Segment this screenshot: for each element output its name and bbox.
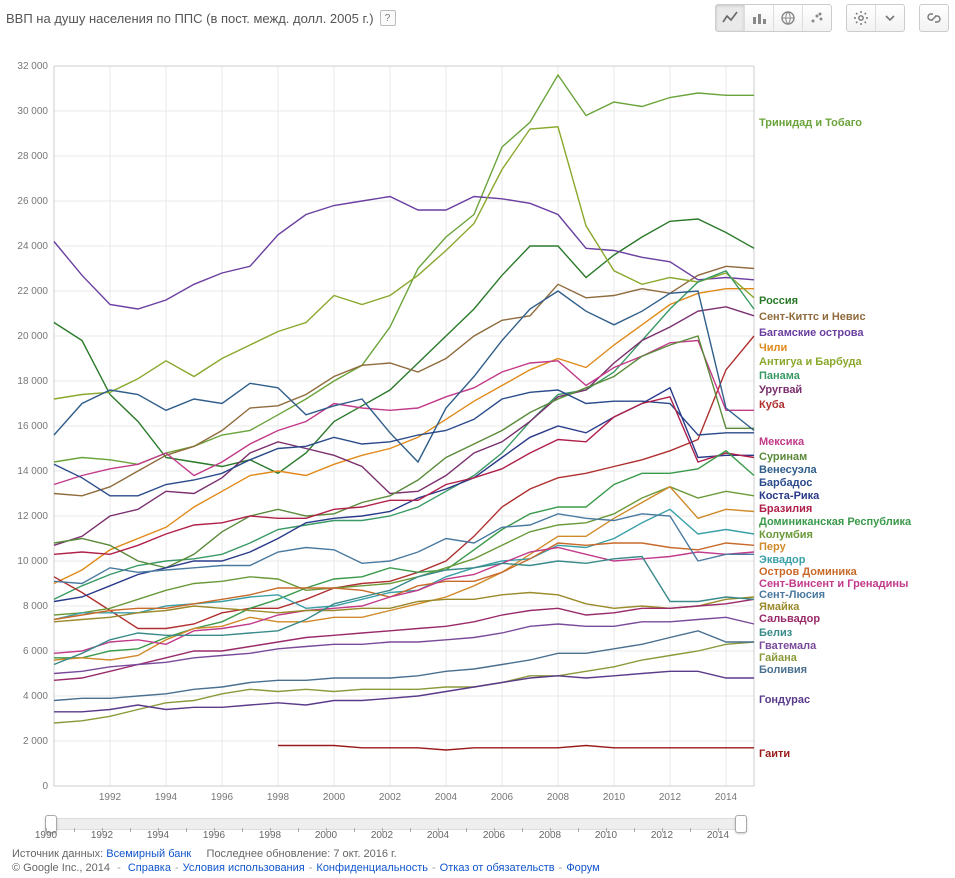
legend-item[interactable]: Гондурас [759, 694, 810, 706]
svg-text:14 000: 14 000 [17, 466, 48, 477]
legend-item[interactable]: Сальвадор [759, 613, 820, 625]
svg-text:2000: 2000 [323, 792, 346, 803]
legend-item[interactable]: Чили [759, 342, 787, 354]
svg-text:18 000: 18 000 [17, 376, 48, 387]
bar-chart-icon[interactable] [745, 5, 774, 31]
updated-label: Последнее обновление: [207, 848, 331, 860]
footer-link[interactable]: Конфиденциальность [316, 862, 428, 874]
legend-item[interactable]: Мексика [759, 436, 804, 448]
legend-item[interactable]: Россия [759, 295, 798, 307]
legend-item[interactable]: Белиз [759, 627, 792, 639]
svg-text:2010: 2010 [603, 792, 626, 803]
svg-text:8 000: 8 000 [23, 601, 48, 612]
svg-text:1994: 1994 [155, 792, 178, 803]
svg-text:2014: 2014 [715, 792, 738, 803]
legend-item[interactable]: Сент-Люсия [759, 589, 825, 601]
svg-text:10 000: 10 000 [17, 556, 48, 567]
svg-text:24 000: 24 000 [17, 241, 48, 252]
gear-icon[interactable] [847, 5, 876, 31]
svg-text:20 000: 20 000 [17, 331, 48, 342]
svg-text:22 000: 22 000 [17, 286, 48, 297]
footer-link[interactable]: Условия использования [183, 862, 305, 874]
legend-item[interactable]: Панама [759, 370, 800, 382]
svg-text:2008: 2008 [547, 792, 570, 803]
chart-title: ВВП на душу населения по ППС (в пост. ме… [6, 11, 374, 26]
svg-text:0: 0 [42, 781, 48, 792]
legend: Тринидад и Тобаго Россия Сент-Киттс и Неви… [759, 36, 949, 786]
legend-item[interactable]: Антигуа и Барбуда [759, 356, 862, 368]
line-chart-icon[interactable] [716, 5, 745, 31]
svg-text:1992: 1992 [99, 792, 122, 803]
svg-text:2002: 2002 [379, 792, 402, 803]
svg-text:2012: 2012 [659, 792, 682, 803]
footer-link[interactable]: Отказ от обязательств [440, 862, 555, 874]
legend-item[interactable]: Доминиканская Республика [759, 516, 911, 528]
legend-item[interactable]: Гватемала [759, 640, 816, 652]
legend-item[interactable]: Эквадор [759, 554, 806, 566]
svg-text:4 000: 4 000 [23, 691, 48, 702]
legend-item[interactable]: Боливия [759, 664, 807, 676]
globe-icon[interactable] [774, 5, 803, 31]
svg-text:1996: 1996 [211, 792, 234, 803]
svg-text:28 000: 28 000 [17, 151, 48, 162]
svg-text:2004: 2004 [435, 792, 458, 803]
legend-item[interactable]: Венесуэла [759, 464, 817, 476]
legend-item[interactable]: Гаити [759, 748, 790, 760]
legend-item[interactable]: Бразилия [759, 503, 812, 515]
scatter-icon[interactable] [803, 5, 831, 31]
svg-text:1998: 1998 [267, 792, 290, 803]
toolbar [715, 4, 949, 32]
legend-item[interactable]: Гайана [759, 652, 797, 664]
svg-text:26 000: 26 000 [17, 196, 48, 207]
source-link[interactable]: Всемирный банк [106, 848, 191, 860]
link-icon[interactable] [920, 5, 948, 31]
svg-text:2 000: 2 000 [23, 736, 48, 747]
legend-item[interactable]: Колумбия [759, 529, 813, 541]
svg-text:6 000: 6 000 [23, 646, 48, 657]
legend-item[interactable]: Коста-Рика [759, 490, 819, 502]
legend-item[interactable]: Остров Доминика [759, 566, 857, 578]
legend-item[interactable]: Ямайка [759, 601, 799, 613]
time-slider[interactable]: 1990199219941996199820002002200420062008… [46, 812, 746, 840]
source-label: Источник данных: [12, 848, 103, 860]
help-icon[interactable]: ? [380, 10, 396, 26]
line-chart: 0 2 000 4 000 6 000 8 000 10 000 12 000 14 000 1… [6, 36, 758, 810]
svg-text:16 000: 16 000 [17, 421, 48, 432]
legend-item[interactable]: Багамские острова [759, 327, 864, 339]
legend-item[interactable]: Сент-Киттс и Невис [759, 311, 866, 323]
legend-item[interactable]: Барбадос [759, 477, 812, 489]
footer-link[interactable]: Справка [128, 862, 171, 874]
copyright: © Google Inc., 2014 [12, 862, 110, 874]
svg-text:32 000: 32 000 [17, 61, 48, 72]
footer-link[interactable]: Форум [566, 862, 599, 874]
legend-item[interactable]: Суринам [759, 451, 807, 463]
svg-text:30 000: 30 000 [17, 106, 48, 117]
svg-text:2006: 2006 [491, 792, 514, 803]
legend-item[interactable]: Перу [759, 541, 786, 553]
chevron-down-icon[interactable] [876, 5, 904, 31]
legend-item[interactable]: Куба [759, 399, 785, 411]
legend-item[interactable]: Тринидад и Тобаго [759, 117, 862, 129]
updated-value: 7 окт. 2016 г. [333, 848, 396, 860]
svg-text:12 000: 12 000 [17, 511, 48, 522]
legend-item[interactable]: Уругвай [759, 384, 802, 396]
